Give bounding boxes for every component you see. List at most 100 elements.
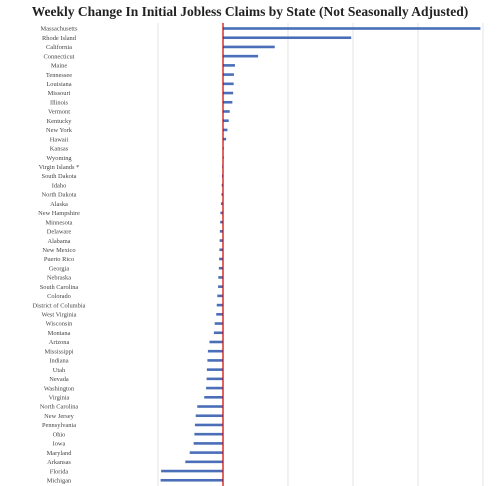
- category-label: Alaska: [50, 201, 68, 208]
- category-label: New Jersey: [44, 413, 74, 420]
- category-label: Arizona: [49, 339, 70, 346]
- bar: [189, 451, 223, 454]
- category-label: Louisiana: [46, 81, 71, 88]
- bar: [218, 266, 223, 270]
- bar: [206, 386, 223, 390]
- bar: [223, 73, 234, 76]
- bar: [194, 432, 223, 436]
- category-label: North Carolina: [40, 404, 79, 411]
- category-label: North Dakota: [42, 192, 77, 199]
- bar: [214, 322, 223, 325]
- category-labels: Massachusetts Rhode Island California Conne…: [33, 26, 86, 485]
- category-label: Vermont: [48, 109, 70, 116]
- bar: [223, 82, 234, 86]
- category-label: New Mexico: [42, 247, 75, 254]
- bar: [220, 202, 223, 205]
- category-label: Wyoming: [46, 155, 72, 162]
- bar: [216, 313, 223, 316]
- bar: [223, 91, 234, 95]
- category-label: Missouri: [48, 90, 71, 97]
- category-label: District of Columbia: [33, 302, 86, 309]
- category-label: Utah: [53, 367, 66, 374]
- category-label: Washington: [44, 385, 75, 392]
- bar: [219, 257, 223, 261]
- bar: [223, 110, 230, 113]
- category-label: Florida: [50, 468, 69, 475]
- category-label: Nebraska: [47, 275, 71, 282]
- bar: [219, 248, 223, 252]
- category-label: Tennessee: [46, 72, 72, 79]
- bar: [185, 460, 223, 464]
- category-label: Colorado: [47, 293, 71, 300]
- category-label: Arkansas: [47, 459, 71, 466]
- bar: [206, 377, 223, 381]
- gridlines: [157, 23, 484, 486]
- bar: [218, 285, 223, 288]
- category-label: Alabama: [47, 238, 70, 245]
- category-label: Indiana: [49, 358, 68, 365]
- bar: [223, 100, 233, 104]
- bar: [207, 359, 223, 362]
- bar: [219, 239, 223, 242]
- bar: [217, 294, 223, 298]
- bar: [223, 45, 275, 49]
- category-label: Idaho: [52, 182, 67, 189]
- bar: [161, 469, 223, 473]
- category-label: Hawaii: [50, 136, 69, 143]
- bar: [218, 276, 223, 279]
- category-label: Maryland: [47, 450, 73, 457]
- bar: [216, 303, 223, 307]
- category-label: West Virginia: [42, 312, 77, 319]
- bar: [207, 349, 223, 353]
- bar: [204, 396, 223, 399]
- category-label: Ohio: [53, 431, 66, 438]
- category-label: Pennsylvania: [42, 422, 76, 429]
- category-label: Delaware: [47, 229, 72, 236]
- bar: [220, 220, 223, 224]
- category-label: South Dakota: [42, 173, 77, 180]
- category-label: Nevada: [49, 376, 69, 383]
- bar: [221, 183, 223, 187]
- category-label: Mississippi: [44, 348, 73, 355]
- category-label: California: [46, 44, 72, 51]
- category-label: Kansas: [50, 146, 69, 153]
- category-label: Georgia: [49, 265, 70, 272]
- category-label: Iowa: [53, 441, 66, 448]
- bar: [194, 423, 223, 427]
- bar: [223, 128, 228, 132]
- bar: [223, 54, 259, 58]
- chart-title: Weekly Change In Initial Jobless Claims …: [31, 4, 469, 19]
- category-label: Maine: [51, 63, 67, 70]
- category-label: Montana: [48, 330, 71, 337]
- bar: [160, 478, 223, 482]
- category-label: Illinois: [50, 99, 69, 106]
- category-label: New York: [46, 127, 73, 134]
- category-label: Rhode Island: [42, 35, 77, 42]
- bar: [223, 137, 227, 141]
- bar: [193, 442, 223, 445]
- bar: [223, 119, 229, 122]
- category-label: Puerto Rico: [44, 256, 74, 263]
- category-label: Wisconsin: [46, 321, 74, 328]
- category-label: Virgin Islands *: [39, 164, 80, 171]
- category-label: Kentucky: [47, 118, 73, 125]
- bar: [223, 36, 352, 40]
- category-label: New Hampshire: [38, 210, 80, 217]
- bar: [219, 230, 223, 233]
- category-label: Massachusetts: [41, 26, 78, 33]
- bar: [223, 64, 235, 67]
- bar: [209, 340, 223, 344]
- bars: [160, 27, 481, 482]
- bar: [195, 414, 223, 418]
- bar: [206, 368, 223, 371]
- category-label: South Carolina: [40, 284, 79, 291]
- bar: [223, 27, 481, 30]
- category-label: Michigan: [47, 477, 72, 484]
- category-label: Connecticut: [44, 53, 75, 60]
- bar: [197, 405, 223, 408]
- bar: [213, 331, 223, 335]
- bar: [220, 211, 223, 215]
- category-label: Virginia: [49, 395, 70, 402]
- category-label: Minnesota: [46, 219, 73, 226]
